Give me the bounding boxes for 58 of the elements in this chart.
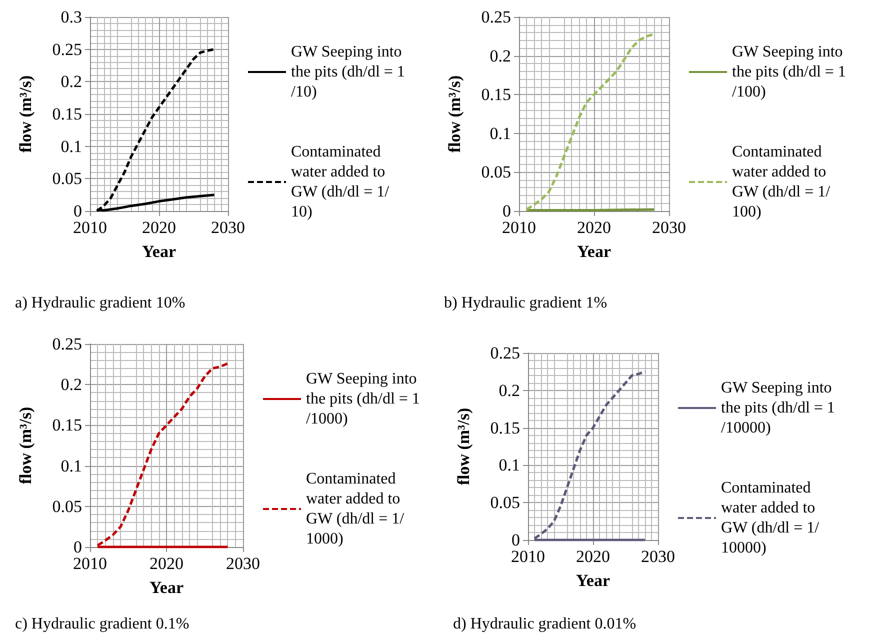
legend-label: Contaminated water added to GW (dh/dl = 1/1000) (306, 470, 405, 548)
x-axis-title: Year (576, 571, 610, 590)
y-tick-label: 0.05 (52, 169, 82, 188)
y-tick-label: 0.05 (481, 162, 511, 182)
y-tick-label: 0.1 (60, 456, 82, 476)
y-axis-title: flow (m³/s) (16, 75, 35, 153)
legend-label: GW Seeping into the pits (dh/dl = 1/1000) (306, 370, 421, 428)
line-series (525, 32, 656, 211)
x-tick-label: 2010 (511, 547, 545, 566)
x-tick-label: 2030 (226, 554, 260, 573)
y-axis-title: flow (m³/s) (16, 406, 35, 484)
legend-label: GW Seeping into the pits (dh/dl = 1/10000) (721, 380, 836, 436)
text: c) Hydraulic gradient 0.1% (15, 616, 190, 632)
legend-label: GW Seeping into the pits (dh/dl = 1/10) (291, 44, 406, 100)
y-tick-label: 0.15 (52, 104, 82, 124)
y-tick-label: 0.1 (498, 456, 520, 475)
y-tick-label: 0.2 (490, 46, 511, 66)
x-axis-title: Year (150, 578, 184, 597)
y-tick-label: 0.2 (498, 380, 520, 400)
y-tick-label: 0.25 (52, 334, 82, 354)
x-axis-title: Year (142, 242, 176, 261)
x-tick-label: 2020 (576, 547, 610, 566)
y-tick-label: 0 (74, 202, 82, 220)
y-tick-label: 0.25 (481, 8, 511, 26)
y-tick-label: 0.15 (52, 416, 82, 435)
text: a) Hydraulic gradient 10% (15, 294, 186, 312)
y-tick-label: 0.2 (60, 72, 82, 92)
x-tick-label: 2030 (652, 218, 686, 237)
text: d) Hydraulic gradient 0.01% (453, 616, 636, 632)
x-tick-label: 2010 (502, 218, 536, 237)
y-tick-label: 0.2 (60, 375, 82, 394)
y-tick-label: 0.1 (490, 124, 511, 143)
text: b) Hydraulic gradient 1% (444, 294, 608, 312)
y-tick-label: 0.15 (481, 85, 511, 104)
x-tick-label: 2010 (73, 218, 107, 237)
y-tick-label: 0.05 (490, 493, 520, 512)
y-tick-label: 0.25 (490, 344, 520, 362)
x-tick-label: 2030 (211, 218, 245, 237)
x-tick-label: 2030 (641, 547, 675, 566)
y-axis-title: flow (m³/s) (445, 75, 464, 153)
legend-label: Contaminated water added to GW (dh/dl = 1/10000) (721, 480, 820, 556)
y-tick-label: 0.25 (52, 40, 82, 59)
x-tick-label: 2020 (150, 554, 184, 573)
x-tick-label: 2020 (577, 218, 611, 237)
y-tick-label: 0.1 (60, 136, 82, 156)
y-tick-label: 0 (74, 538, 82, 556)
y-tick-label: 0.3 (60, 8, 82, 26)
y-tick-label: 0 (512, 530, 520, 550)
x-tick-label: 2020 (142, 218, 176, 237)
x-tick-label: 2010 (73, 554, 107, 573)
y-axis-title: flow (m³/s) (454, 408, 473, 486)
x-axis-title: Year (577, 242, 612, 261)
y-tick-label: 0 (502, 202, 511, 220)
legend-label: Contaminated water added to GW (dh/dl = 1/10) (291, 144, 390, 220)
y-tick-label: 0.05 (52, 496, 82, 516)
legend-label: GW Seeping into the pits (dh/dl = 1/100) (732, 44, 847, 100)
y-tick-label: 0.15 (490, 418, 520, 438)
legend-label: Contaminated water added to GW (dh/dl = 1/100) (732, 144, 831, 220)
